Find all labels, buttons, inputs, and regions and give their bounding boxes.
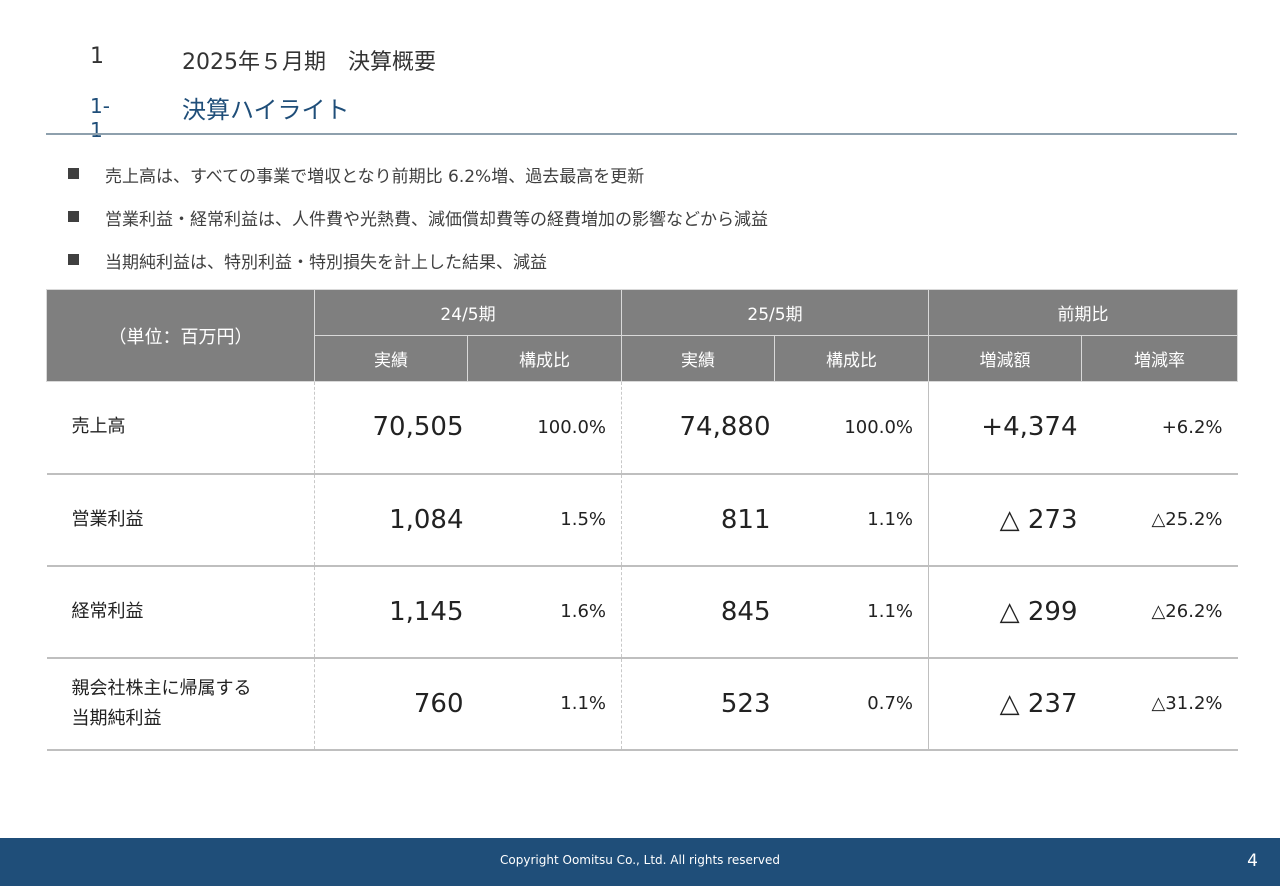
change-amount: △ 299	[928, 565, 1082, 659]
curr-actual: 845	[621, 565, 775, 659]
copyright-text: Copyright Oomitsu Co., Ltd. All rights r…	[500, 853, 780, 867]
bullet-text: 売上高は、すべての事業で増収となり前期比 6.2%増、過去最高を更新	[105, 167, 645, 187]
table-row: 売上高 70,505 100.0% 74,880 100.0% +4,374 +…	[46, 381, 1238, 475]
footer-bar: Copyright Oomitsu Co., Ltd. All rights r…	[0, 838, 1280, 886]
change-amount: +4,374	[928, 381, 1082, 475]
group-header-yoy: 前期比	[928, 289, 1238, 336]
group-header-curr: 25/5期	[621, 289, 929, 336]
square-bullet-icon	[68, 168, 79, 179]
financial-summary-table: （単位：百万円） 24/5期 25/5期 前期比 実績 構成比 実績 構成比 増…	[46, 289, 1238, 751]
square-bullet-icon	[68, 211, 79, 222]
change-rate: △25.2%	[1081, 473, 1238, 567]
change-amount: △ 237	[928, 657, 1082, 751]
curr-actual: 523	[621, 657, 775, 751]
bullet-text: 当期純利益は、特別利益・特別損失を計上した結果、減益	[105, 253, 547, 273]
col-header-prev-actual: 実績	[314, 335, 468, 382]
page-number: 4	[1247, 851, 1258, 871]
curr-ratio: 1.1%	[774, 473, 929, 567]
col-header-curr-ratio: 構成比	[774, 335, 929, 382]
prev-actual: 760	[314, 657, 468, 751]
col-header-change-rate: 増減率	[1081, 335, 1238, 382]
unit-label: （単位：百万円）	[46, 289, 315, 382]
row-label: 経常利益	[46, 565, 315, 659]
bullet-item: 営業利益・経常利益は、人件費や光熱費、減価償却費等の経費増加の影響などから減益	[66, 205, 768, 248]
highlight-bullets: 売上高は、すべての事業で増収となり前期比 6.2%増、過去最高を更新 営業利益・…	[66, 162, 768, 291]
square-bullet-icon	[68, 254, 79, 265]
change-rate: +6.2%	[1081, 381, 1238, 475]
row-label: 親会社株主に帰属する 当期純利益	[46, 657, 315, 751]
prev-actual: 1,084	[314, 473, 468, 567]
prev-ratio: 1.5%	[467, 473, 622, 567]
table-row: 営業利益 1,084 1.5% 811 1.1% △ 273 △25.2%	[46, 473, 1238, 567]
row-label: 売上高	[46, 381, 315, 475]
col-header-change-amount: 増減額	[928, 335, 1082, 382]
section-number: 1	[90, 44, 104, 69]
prev-actual: 1,145	[314, 565, 468, 659]
header-divider	[46, 133, 1237, 135]
prev-actual: 70,505	[314, 381, 468, 475]
subsection-number: 1-1	[90, 94, 110, 142]
change-amount: △ 273	[928, 473, 1082, 567]
curr-actual: 811	[621, 473, 775, 567]
table-group-header-row: （単位：百万円） 24/5期 25/5期 前期比	[46, 289, 1238, 382]
prev-ratio: 1.1%	[467, 657, 622, 751]
bullet-item: 当期純利益は、特別利益・特別損失を計上した結果、減益	[66, 248, 768, 291]
row-label: 営業利益	[46, 473, 315, 567]
table-row: 親会社株主に帰属する 当期純利益 760 1.1% 523 0.7% △ 237 …	[46, 657, 1238, 751]
prev-ratio: 1.6%	[467, 565, 622, 659]
col-header-curr-actual: 実績	[621, 335, 775, 382]
curr-actual: 74,880	[621, 381, 775, 475]
curr-ratio: 1.1%	[774, 565, 929, 659]
page-title: 決算ハイライト	[182, 96, 350, 124]
table-row: 経常利益 1,145 1.6% 845 1.1% △ 299 △26.2%	[46, 565, 1238, 659]
section-title: 2025年５月期 決算概要	[182, 50, 436, 75]
curr-ratio: 100.0%	[774, 381, 929, 475]
prev-ratio: 100.0%	[467, 381, 622, 475]
curr-ratio: 0.7%	[774, 657, 929, 751]
change-rate: △26.2%	[1081, 565, 1238, 659]
col-header-prev-ratio: 構成比	[467, 335, 622, 382]
bullet-item: 売上高は、すべての事業で増収となり前期比 6.2%増、過去最高を更新	[66, 162, 768, 205]
table-sub-header-row: 実績 構成比 実績 構成比 増減額 増減率	[47, 335, 1238, 382]
bullet-text: 営業利益・経常利益は、人件費や光熱費、減価償却費等の経費増加の影響などから減益	[105, 210, 768, 230]
group-header-prev: 24/5期	[314, 289, 622, 336]
change-rate: △31.2%	[1081, 657, 1238, 751]
